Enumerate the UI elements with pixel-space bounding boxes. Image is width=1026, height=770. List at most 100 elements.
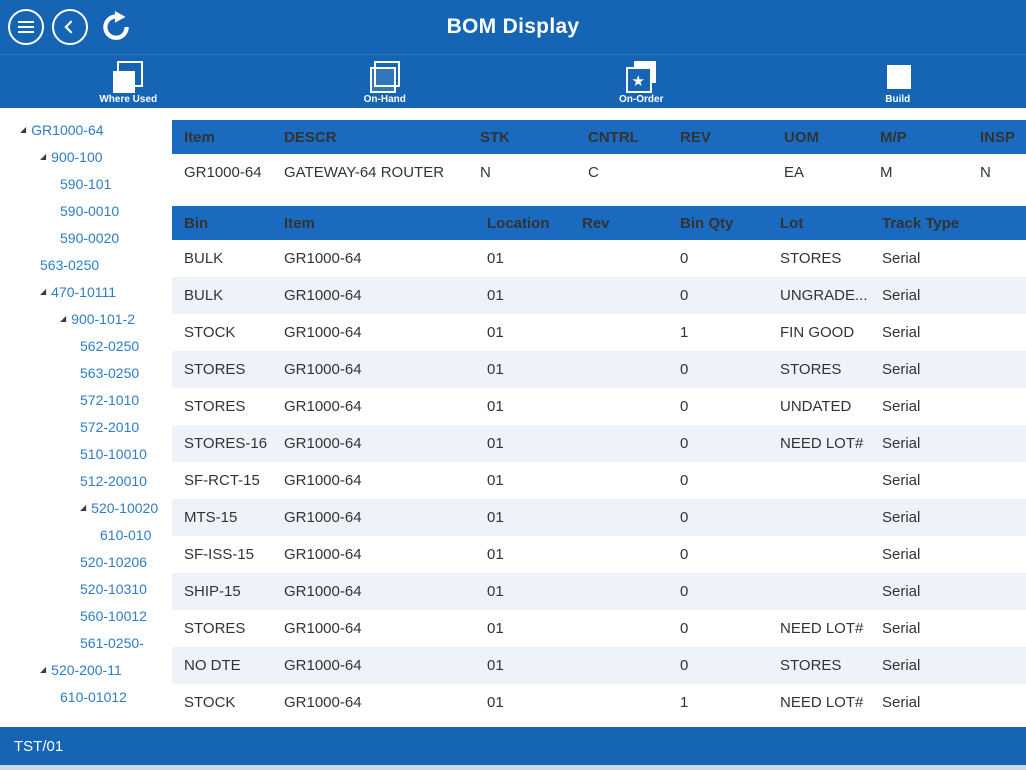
column-header[interactable]: Lot	[780, 214, 804, 232]
table-cell: STORES	[780, 250, 842, 267]
tree-item[interactable]: 560-10012	[80, 607, 147, 624]
table-row[interactable]: NO DTE GR1000-64 01 0 STORES Serial	[172, 647, 1026, 684]
tree-item[interactable]: 590-0020	[60, 229, 120, 246]
column-header[interactable]: Item	[284, 214, 315, 232]
main-panel: Item DESCR STK CNTRL REV UOM M/P INSP GR1000-64 G…	[172, 108, 1026, 727]
column-header[interactable]: REV	[680, 128, 711, 146]
table-cell: STORES-16	[184, 435, 268, 452]
tree-item[interactable]: 610-010	[100, 526, 152, 543]
table-row[interactable]: SHIP-15 GR1000-64 01 0 Serial	[172, 573, 1026, 610]
table-cell: STOCK	[184, 324, 236, 341]
table-row[interactable]: SF-RCT-15 GR1000-64 01 0 Serial	[172, 462, 1026, 499]
toolbar-button-build[interactable]: Build	[770, 55, 1026, 108]
tree-item[interactable]: 562-0250	[80, 337, 140, 354]
table-row[interactable]: MTS-15 GR1000-64 01 0 Serial	[172, 499, 1026, 536]
column-header[interactable]: UOM	[784, 128, 819, 146]
tree-item[interactable]: 590-101	[60, 175, 112, 192]
table-row[interactable]: BULK GR1000-64 01 0 UNGRADE... Serial	[172, 277, 1026, 314]
tree-item[interactable]: 572-2010	[80, 418, 140, 435]
table-cell: SHIP-15	[184, 583, 241, 600]
toolbar-button-on-order[interactable]: ★ On-Order	[513, 55, 770, 108]
tree-item[interactable]: 563-0250	[80, 364, 140, 381]
tree-item[interactable]: 520-10206	[80, 553, 147, 570]
tree-item[interactable]: ◢ 470-10111	[40, 283, 117, 300]
tree-item[interactable]: ◢ 520-10020	[80, 499, 159, 516]
tree-item[interactable]: 572-1010	[80, 391, 140, 408]
menu-button[interactable]	[8, 9, 44, 45]
table-cell: GR1000-64	[284, 324, 362, 341]
table-cell: 0	[680, 583, 689, 600]
bottom-scrollbar[interactable]	[0, 765, 1026, 770]
table-cell: GR1000-64	[284, 657, 362, 674]
column-header[interactable]: INSP	[980, 128, 1016, 146]
back-button[interactable]	[52, 9, 88, 45]
tree-item[interactable]: 563-0250	[40, 256, 100, 273]
tree-expand-icon[interactable]: ◢	[40, 286, 47, 296]
column-header[interactable]: Rev	[582, 214, 610, 232]
column-header[interactable]: Item	[184, 128, 215, 146]
table-cell: 01	[487, 657, 504, 674]
table-cell: 0	[680, 435, 689, 452]
table-cell: 0	[680, 250, 689, 267]
toolbar-button-where-used[interactable]: Where Used	[0, 55, 257, 108]
table-row[interactable]: BULK GR1000-64 01 0 STORES Serial	[172, 240, 1026, 277]
where-used-icon	[110, 61, 146, 93]
back-icon	[64, 20, 73, 34]
star-glyph: ★	[631, 73, 645, 90]
tree-expand-icon[interactable]: ◢	[20, 124, 27, 134]
tree-item[interactable]: ◢ 900-100	[40, 148, 103, 165]
table-cell: BULK	[184, 250, 224, 267]
table-row[interactable]: STOCK GR1000-64 01 1 FIN GOOD Serial	[172, 314, 1026, 351]
tree-item[interactable]: 520-10310	[80, 580, 147, 597]
table-row[interactable]: STORES-16 GR1000-64 01 0 NEED LOT# Serial	[172, 425, 1026, 462]
item-table: Item DESCR STK CNTRL REV UOM M/P INSP GR1000-64 G…	[172, 120, 1026, 190]
tree-expand-icon[interactable]: ◢	[60, 313, 67, 323]
tree-expand-icon[interactable]: ◢	[40, 151, 47, 161]
column-header[interactable]: Bin	[184, 214, 209, 232]
column-header[interactable]: DESCR	[284, 128, 337, 146]
table-cell: GR1000-64	[284, 472, 362, 489]
table-cell: GR1000-64	[284, 435, 362, 452]
tree-item[interactable]: 590-0010	[60, 202, 120, 219]
table-cell: 01	[487, 546, 504, 563]
column-header[interactable]: CNTRL	[588, 128, 639, 146]
table-cell: GR1000-64	[284, 361, 362, 378]
column-header[interactable]: Location	[487, 214, 550, 232]
table-row[interactable]: STORES GR1000-64 01 0 STORES Serial	[172, 351, 1026, 388]
tree-item[interactable]: 510-10010	[80, 445, 147, 462]
tree-item[interactable]: ◢ GR1000-64	[20, 121, 104, 138]
column-header[interactable]: STK	[480, 128, 510, 146]
table-row[interactable]: GR1000-64 GATEWAY-64 ROUTER N C EA M N	[172, 154, 1026, 190]
status-text: TST/01	[14, 737, 64, 755]
table-cell: C	[588, 163, 599, 181]
table-cell: SF-RCT-15	[184, 472, 260, 489]
table-cell: GR1000-64	[284, 620, 362, 637]
menu-icon	[18, 21, 34, 33]
tree-item[interactable]: 512-20010	[80, 472, 147, 489]
table-cell: STORES	[780, 657, 842, 674]
refresh-button[interactable]	[96, 7, 136, 47]
tree-item[interactable]: 561-0250-	[80, 634, 144, 651]
table-cell: Serial	[882, 361, 921, 378]
tree-expand-icon[interactable]: ◢	[40, 664, 47, 674]
column-header[interactable]: M/P	[880, 128, 907, 146]
table-cell: 01	[487, 250, 504, 267]
table-row[interactable]: SF-ISS-15 GR1000-64 01 0 Serial	[172, 536, 1026, 573]
column-header[interactable]: Track Type	[882, 214, 960, 232]
table-cell: Serial	[882, 657, 921, 674]
tree-item[interactable]: ◢ 520-200-11	[40, 661, 122, 678]
table-cell: NEED LOT#	[780, 694, 864, 711]
tree-expand-icon[interactable]: ◢	[80, 502, 87, 512]
table-cell: 0	[680, 546, 689, 563]
column-header[interactable]: Bin Qty	[680, 214, 734, 232]
table-cell: Serial	[882, 324, 921, 341]
bom-tree: ◢ GR1000-64 ◢ 900-100 590-101 590-0010 590-002…	[0, 108, 172, 727]
toolbar-button-on-hand[interactable]: On-Hand	[257, 55, 514, 108]
table-row[interactable]: STOCK GR1000-64 01 1 NEED LOT# Serial	[172, 684, 1026, 721]
table-row[interactable]: STORES GR1000-64 01 0 NEED LOT# Serial	[172, 610, 1026, 647]
table-cell: Serial	[882, 620, 921, 637]
tree-item[interactable]: ◢ 900-101-2	[60, 310, 135, 327]
table-row[interactable]: STORES GR1000-64 01 0 UNDATED Serial	[172, 388, 1026, 425]
tree-item[interactable]: 610-01012	[60, 688, 127, 705]
table-cell: 1	[680, 694, 689, 711]
